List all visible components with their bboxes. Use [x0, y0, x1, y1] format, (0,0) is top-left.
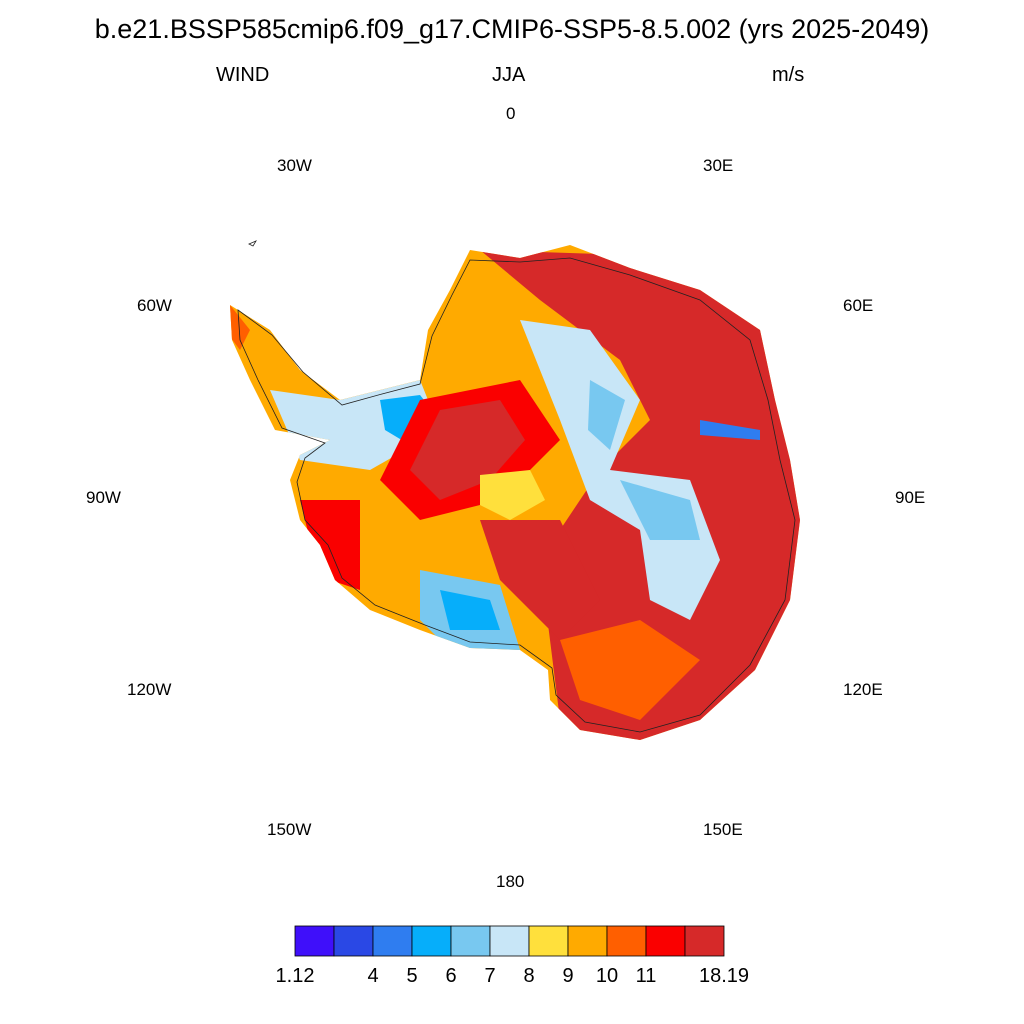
wind-region-pole [480, 470, 545, 520]
colorbar-label: 8 [523, 965, 534, 987]
variable-label: WIND [216, 64, 270, 86]
units-label: m/s [772, 64, 805, 86]
wind-region-southeast [560, 620, 700, 720]
lon-label-120w: 120W [127, 680, 172, 699]
colorbar-swatch [411, 925, 452, 957]
colorbar-swatch [684, 925, 725, 957]
wind-region-south-max [480, 520, 600, 640]
colorbar-label: 11 [636, 965, 657, 987]
colorbar-swatch [606, 925, 647, 957]
lon-label-60e: 60E [843, 296, 874, 315]
colorbar-swatch [372, 925, 413, 957]
colorbar-swatch [450, 925, 491, 957]
colorbar-swatch [333, 925, 374, 957]
lon-label-120e: 120E [843, 680, 883, 699]
colorbar-label: 5 [406, 965, 417, 987]
wind-region-channel-core [588, 380, 625, 450]
wind-region-ross-core [440, 590, 500, 630]
wind-region-peninsula-tip [230, 305, 250, 350]
wind-region-west-coast [300, 500, 360, 590]
colorbar-label: 18.19 [699, 965, 749, 987]
colorbar-swatch [294, 925, 335, 957]
wind-region-coastal-streak [700, 420, 760, 440]
island-outline [248, 240, 257, 247]
colorbar-label: 10 [596, 965, 618, 987]
colorbar-label: 7 [484, 965, 495, 987]
colorbar-label: 1.12 [276, 965, 315, 987]
lon-label-180: 180 [496, 872, 525, 891]
colorbar-swatch [528, 925, 569, 957]
wind-region-channel-core-2 [620, 480, 700, 540]
colorbar-swatch [489, 925, 530, 957]
lon-label-30w: 30W [277, 156, 312, 175]
antarctica-coastline [237, 257, 796, 733]
wind-region-interior-max [410, 400, 525, 500]
colorbar-label: 6 [445, 965, 456, 987]
lon-label-90e: 90E [895, 488, 926, 507]
lon-label-90w: 90W [86, 488, 121, 507]
colorbar-swatch [645, 925, 686, 957]
lon-label-150e: 150E [703, 820, 743, 839]
lon-label-0: 0 [506, 104, 516, 123]
lon-label-30e: 30E [703, 156, 734, 175]
lon-label-60w: 60W [137, 296, 172, 315]
wind-region-channel-east [520, 320, 720, 620]
colorbar-swatch [567, 925, 608, 957]
colorbar-label: 4 [367, 965, 378, 987]
season-label: JJA [492, 64, 526, 86]
lon-label-150w: 150W [267, 820, 312, 839]
plot-title: b.e21.BSSP585cmip6.f09_g17.CMIP6-SSP5-8.… [94, 14, 930, 44]
colorbar-label: 9 [562, 965, 573, 987]
